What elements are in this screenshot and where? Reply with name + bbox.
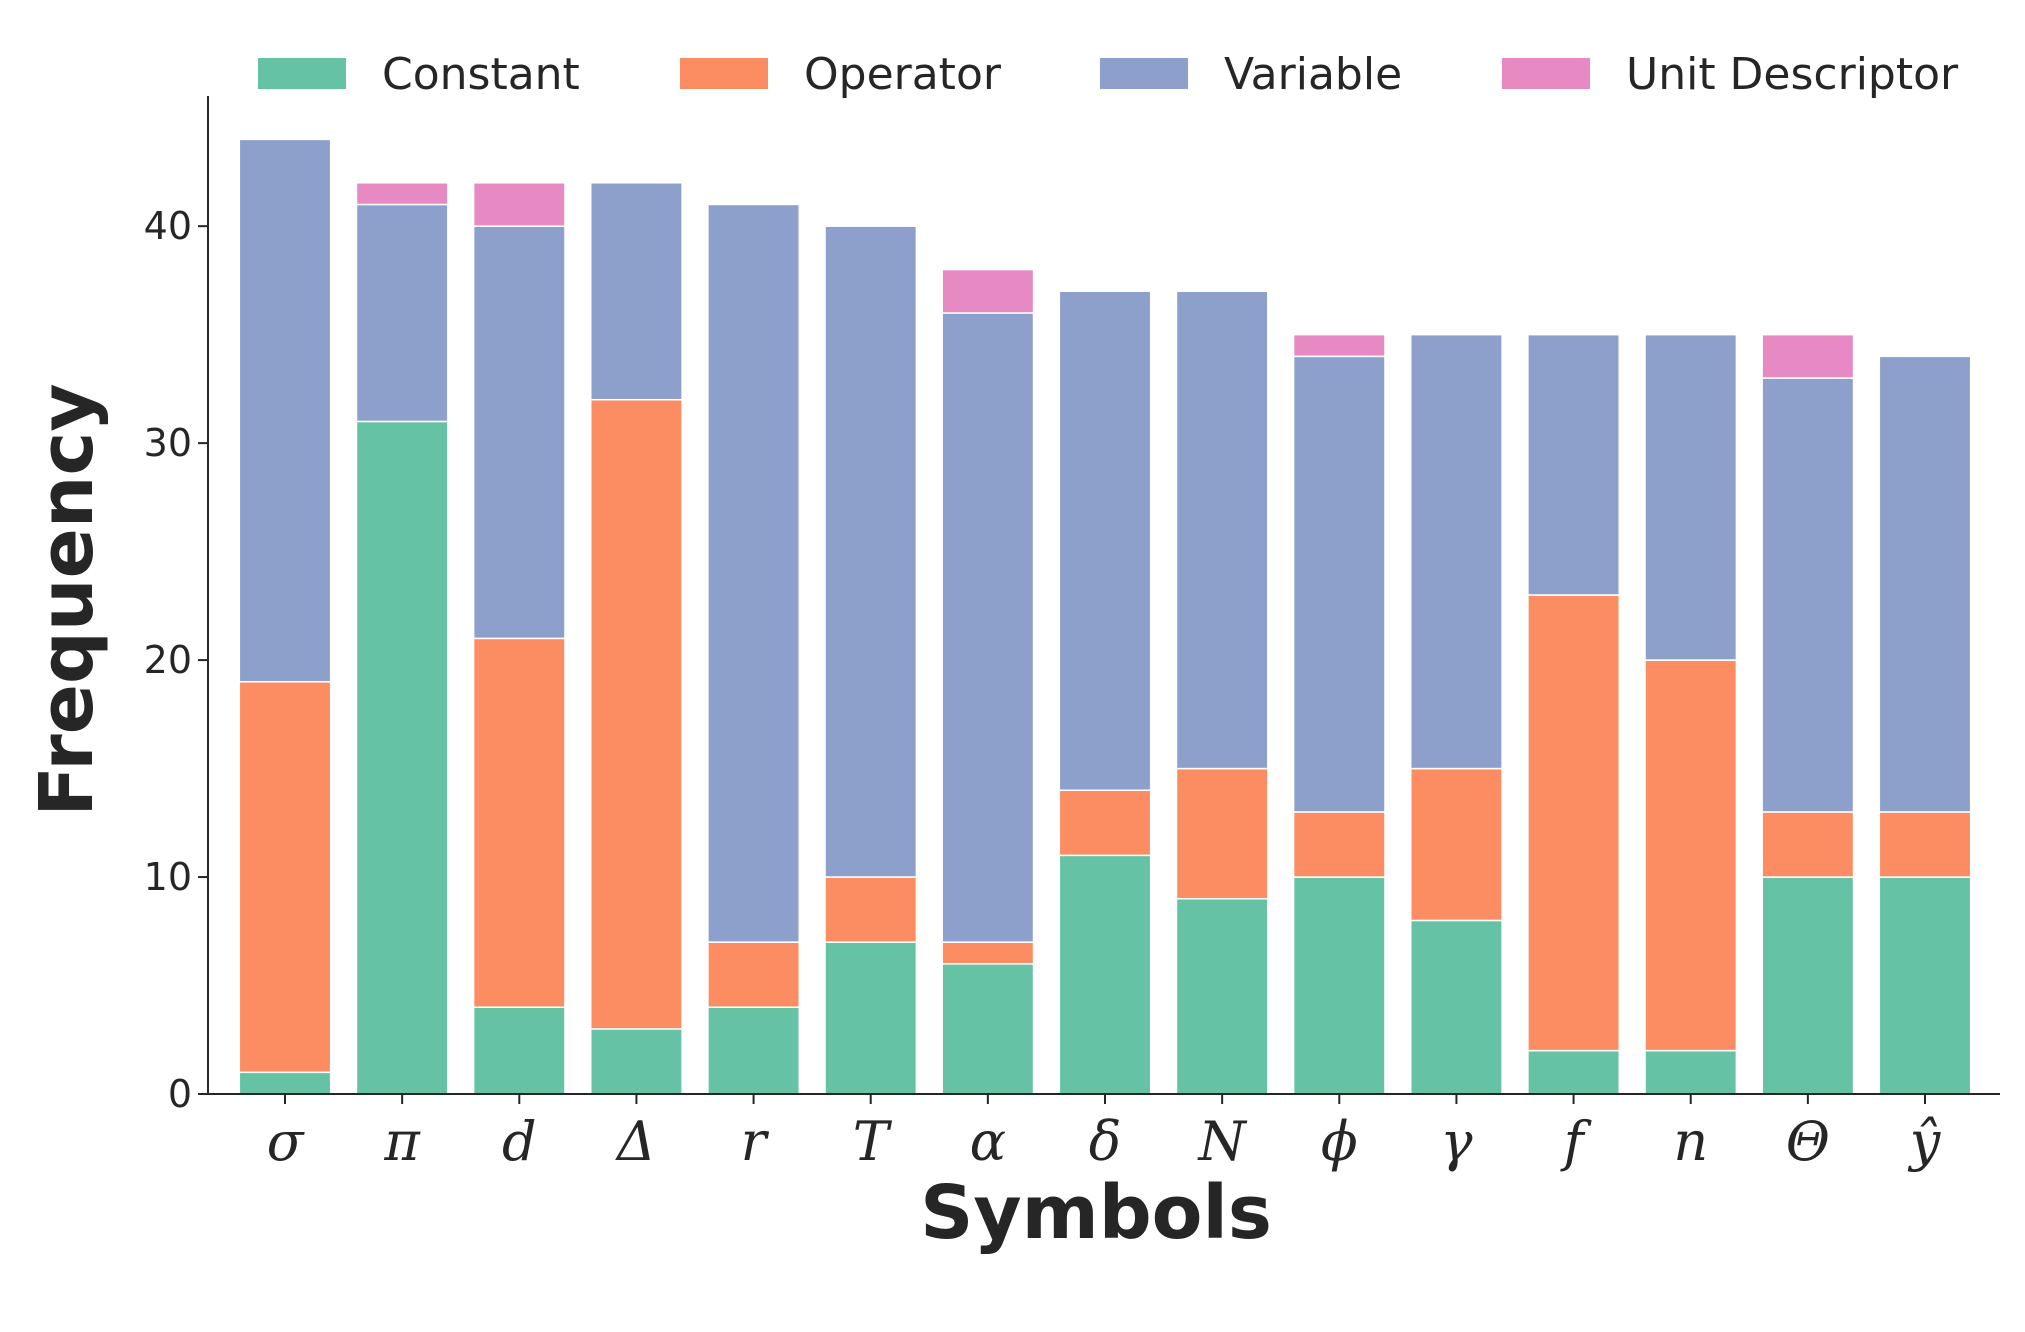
bars-layer: [238, 138, 1972, 1095]
bar-unit-descriptor-2: [472, 182, 566, 227]
bar-operator-10: [1409, 767, 1503, 922]
bar-operator-14: [1878, 811, 1972, 878]
bar-operator-9: [1292, 811, 1386, 878]
bar-operator-13: [1761, 811, 1855, 878]
bar-constant-8: [1175, 897, 1269, 1095]
bar-unit-descriptor-9: [1292, 333, 1386, 358]
bar-constant-12: [1644, 1049, 1738, 1095]
x-tick-label: α: [970, 1110, 1006, 1173]
bar-variable-8: [1175, 290, 1269, 770]
x-tick-label: N: [1197, 1110, 1248, 1173]
legend-label-constant: Constant: [382, 49, 580, 100]
legend-label-operator: Operator: [804, 49, 1002, 100]
bar-operator-8: [1175, 767, 1269, 900]
bar-variable-9: [1292, 355, 1386, 813]
legend-swatch-variable: [1100, 58, 1188, 89]
x-tick-label: Θ: [1786, 1110, 1830, 1173]
bar-constant-9: [1292, 876, 1386, 1095]
bar-variable-12: [1644, 333, 1738, 661]
x-tick-label: Δ: [615, 1110, 656, 1173]
bar-constant-13: [1761, 876, 1855, 1095]
bar-variable-6: [941, 312, 1035, 943]
x-tick-label: r: [741, 1110, 770, 1173]
x-tick-label: n: [1673, 1110, 1708, 1173]
bar-variable-4: [707, 203, 801, 943]
x-tick-label: γ: [1440, 1110, 1473, 1173]
bar-operator-4: [707, 941, 801, 1008]
legend: Constant Operator Variable Unit Descriptor: [258, 49, 1959, 100]
bar-constant-14: [1878, 876, 1972, 1095]
bar-constant-10: [1409, 919, 1503, 1095]
bar-operator-0: [238, 681, 332, 1074]
bar-operator-11: [1527, 594, 1621, 1052]
bar-operator-12: [1644, 659, 1738, 1052]
legend-label-unit-descriptor: Unit Descriptor: [1626, 49, 1959, 100]
legend-label-variable: Variable: [1224, 49, 1402, 100]
bar-variable-2: [472, 225, 566, 640]
x-tick-label: f: [1560, 1110, 1592, 1173]
x-tick-label: ŷ: [1908, 1110, 1942, 1173]
y-tick-label: 40: [144, 204, 192, 248]
bar-operator-5: [824, 876, 918, 943]
legend-swatch-constant: [258, 58, 346, 89]
bar-constant-0: [238, 1071, 332, 1095]
bar-constant-2: [472, 1006, 566, 1095]
bar-operator-7: [1058, 789, 1152, 857]
bar-operator-3: [589, 398, 683, 1030]
bar-constant-4: [707, 1006, 801, 1095]
bar-variable-14: [1878, 355, 1972, 813]
x-tick-label: ϕ: [1321, 1110, 1358, 1173]
legend-swatch-operator: [680, 58, 768, 89]
x-tick-label: σ: [267, 1110, 306, 1173]
bar-constant-5: [824, 941, 918, 1095]
bar-unit-descriptor-1: [355, 182, 449, 206]
bar-constant-11: [1527, 1049, 1621, 1095]
legend-swatch-unit-descriptor: [1502, 58, 1590, 89]
x-tick-label: δ: [1089, 1110, 1122, 1173]
bar-variable-0: [238, 138, 332, 683]
bar-constant-7: [1058, 854, 1152, 1095]
x-tick-label: π: [383, 1110, 421, 1173]
bar-variable-11: [1527, 333, 1621, 596]
bar-operator-6: [941, 941, 1035, 965]
bar-variable-13: [1761, 377, 1855, 813]
bar-unit-descriptor-6: [941, 268, 1035, 314]
x-tick-label: T: [853, 1110, 893, 1173]
y-tick-label: 0: [168, 1072, 192, 1116]
y-tick-label: 20: [144, 638, 192, 682]
y-tick-label: 30: [144, 421, 192, 465]
bar-operator-2: [472, 637, 566, 1008]
bar-constant-1: [355, 420, 449, 1095]
bar-variable-1: [355, 203, 449, 423]
x-axis-title: Symbols: [920, 1170, 1272, 1256]
bar-constant-6: [941, 963, 1035, 1095]
y-ticks: 0 10 20 30 40: [144, 204, 208, 1116]
bar-unit-descriptor-13: [1761, 333, 1855, 379]
y-axis-title: Frequency: [24, 383, 110, 816]
y-tick-label: 10: [144, 855, 192, 899]
bar-variable-3: [589, 182, 683, 401]
bar-variable-7: [1058, 290, 1152, 792]
bar-variable-5: [824, 225, 918, 878]
x-tick-label: d: [502, 1110, 537, 1173]
bar-constant-3: [589, 1028, 683, 1095]
bar-variable-10: [1409, 333, 1503, 770]
